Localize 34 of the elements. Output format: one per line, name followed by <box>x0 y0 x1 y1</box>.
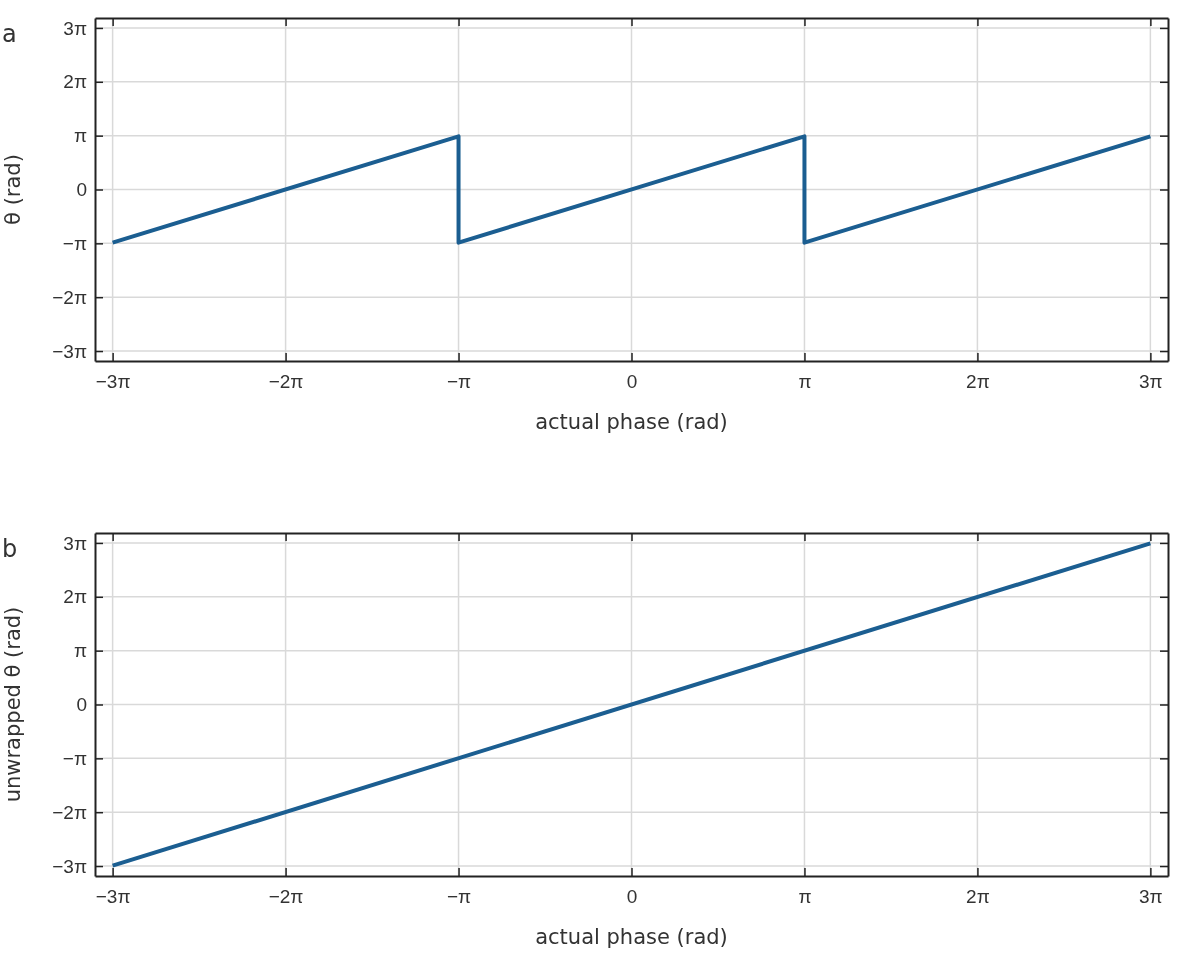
x-tick-label: 3π <box>1139 886 1163 908</box>
y-axis-title: unwrapped θ (rad) <box>1 606 25 803</box>
x-tick-label: π <box>798 886 812 908</box>
y-tick-label: −2π <box>52 286 87 308</box>
x-tick-label: −π <box>446 886 472 908</box>
x-tick-label: 2π <box>966 886 990 908</box>
y-tick-label: −π <box>62 232 87 254</box>
x-tick-label: −π <box>446 371 472 393</box>
x-axis-title: actual phase (rad) <box>535 410 728 434</box>
y-tick-label: 2π <box>63 586 87 608</box>
chart-title: a <box>2 20 17 48</box>
y-tick-label: π <box>73 640 87 662</box>
y-axis-title: θ (rad) <box>1 154 25 225</box>
x-tick-label: −2π <box>268 371 304 393</box>
x-tick-label: 2π <box>966 371 990 393</box>
y-tick-label: −3π <box>52 855 87 877</box>
x-tick-label: 0 <box>626 371 638 393</box>
y-tick-label: 3π <box>63 532 87 554</box>
y-tick-label: 0 <box>76 179 87 201</box>
x-tick-label: −3π <box>95 371 131 393</box>
y-tick-label: 3π <box>63 17 87 39</box>
x-tick-label: 0 <box>626 886 638 908</box>
y-tick-label: 0 <box>76 694 87 716</box>
x-tick-label: π <box>798 371 812 393</box>
y-tick-label: −3π <box>52 340 87 362</box>
y-tick-label: −π <box>62 747 87 769</box>
x-axis-title: actual phase (rad) <box>535 925 728 949</box>
y-tick-label: 2π <box>63 71 87 93</box>
y-tick-label: π <box>73 125 87 147</box>
x-tick-label: −3π <box>95 886 131 908</box>
y-tick-label: −2π <box>52 801 87 823</box>
chart-title: b <box>2 535 18 563</box>
x-tick-label: −2π <box>268 886 304 908</box>
x-tick-label: 3π <box>1139 371 1163 393</box>
